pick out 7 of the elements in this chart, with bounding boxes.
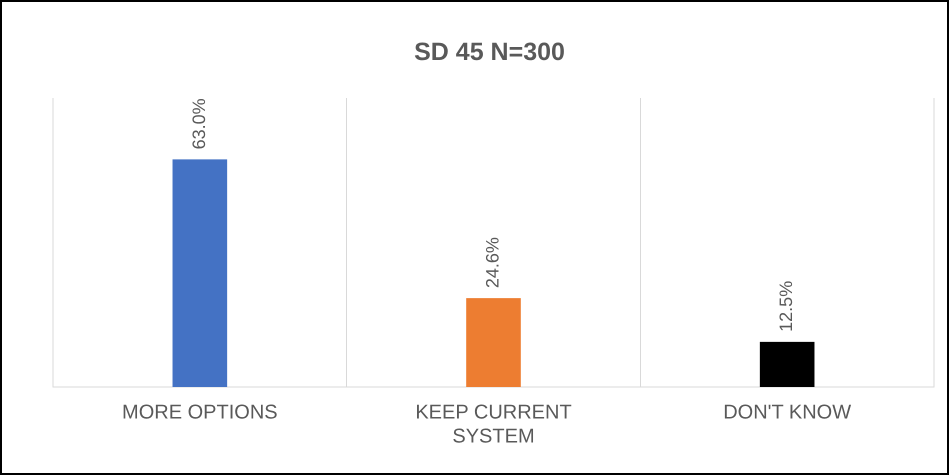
chart-title: SD 45 N=300 xyxy=(414,38,565,66)
x-tick-label: MORE OPTIONS xyxy=(122,402,278,424)
data-label: 12.5% xyxy=(776,280,796,332)
x-tick-label: DON'T KNOW xyxy=(723,402,852,424)
x-tick-label: KEEP CURRENT SYSTEM xyxy=(415,402,572,448)
data-label: 63.0% xyxy=(188,98,209,150)
data-label: 24.6% xyxy=(482,237,502,288)
